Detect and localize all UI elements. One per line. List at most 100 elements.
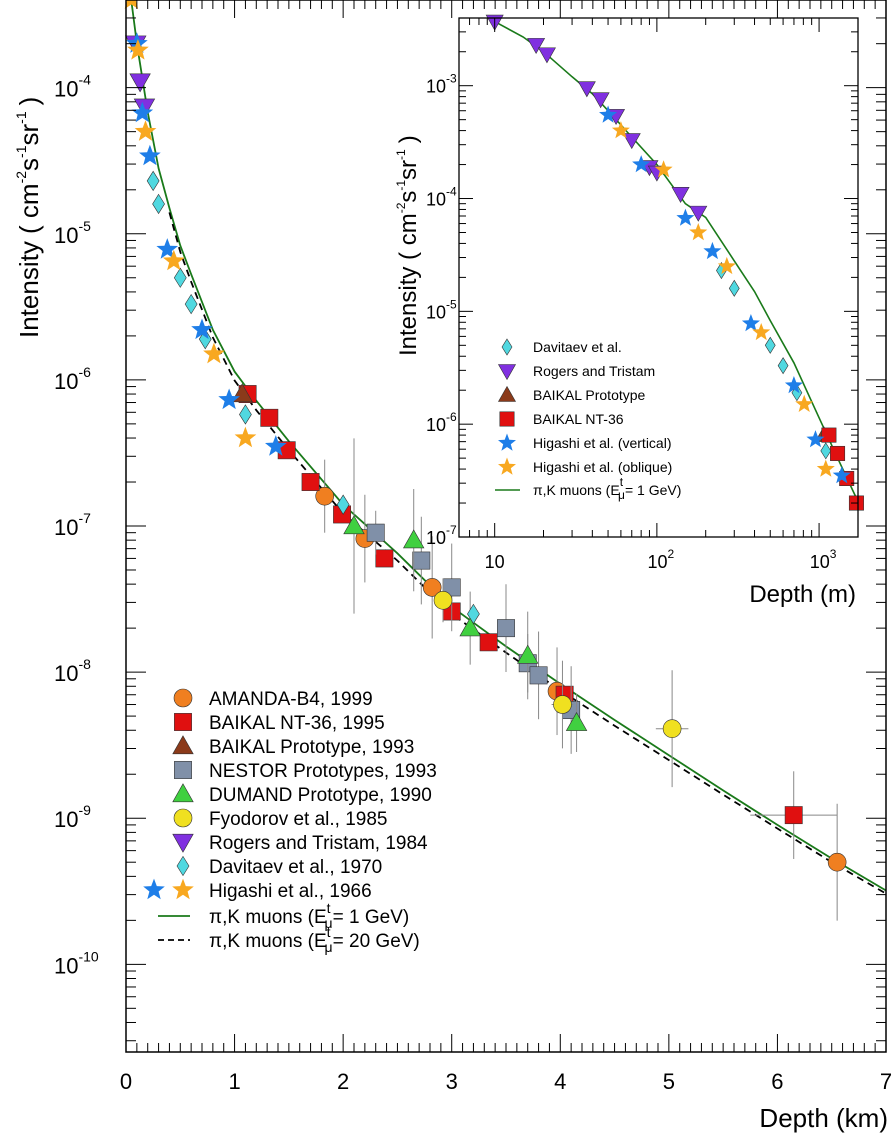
- main-y-label-sr: sr: [14, 124, 44, 146]
- point-dumand-prototype-1990: [459, 617, 481, 637]
- inset-point-higashi-et-al-vertical: [676, 208, 695, 226]
- inset-point-rogers-and-tristam: [671, 187, 690, 203]
- main-y-tick-label: 10-5: [54, 218, 91, 248]
- point-davitaev-et-al-1970: [239, 404, 252, 425]
- inset-legend-marker-higashi-et-al-vertical: [498, 433, 516, 451]
- main-y-label-s: s: [14, 158, 44, 171]
- main-x-tick-labels: 0 1 2 3 4 5 6 7: [120, 1069, 892, 1094]
- main-y-tick-base: 10: [54, 223, 78, 248]
- point-baikal-nt-36-1995: [479, 633, 498, 652]
- inset-point-higashi-et-al-vertical: [703, 241, 722, 260]
- inset-legend-marker-baikal-prototype: [497, 385, 517, 402]
- point-amanda-b4-1999: [315, 486, 334, 506]
- main-points: [124, 0, 847, 921]
- point-higashi-et-al-1966-oblique: [127, 39, 149, 60]
- inset-point-rogers-and-tristam: [577, 81, 596, 98]
- legend-marker-fyodorov-et-al-1985: [173, 808, 193, 828]
- legend-label-baikal-nt-36-1995: BAIKAL NT-36, 1995: [209, 713, 385, 734]
- point-higashi-et-al-1966: [265, 435, 287, 456]
- inset-y-tick-labels: 10-710-610-510-410-3: [426, 72, 457, 548]
- main-y-label-exp1: -2: [13, 171, 29, 184]
- point-davitaev-et-al-1970: [146, 170, 160, 192]
- point-higashi-et-al-1966-oblique: [124, 0, 139, 9]
- inset-point-baikal-nt-36: [830, 445, 846, 461]
- inset-y-label-exp3: -1: [394, 149, 408, 160]
- main-x-tick-label: 4: [554, 1069, 566, 1094]
- main-y-tick-exp: -7: [78, 510, 91, 526]
- inset-x-tick-base: 10: [485, 552, 505, 572]
- inset-point-higashi-et-al-vertical: [741, 314, 760, 332]
- main-y-tick-exp: -8: [78, 656, 91, 672]
- main-curve-solid: [130, 1, 887, 892]
- inset-y-tick-label: 10-7: [426, 523, 457, 548]
- legend-label-rogers-and-tristam-1984: Rogers and Tristam, 1984: [209, 833, 428, 854]
- inset-point-higashi-et-al-oblique: [654, 160, 673, 178]
- legend-curve-sup: t: [327, 900, 331, 916]
- inset-legend-label-rogers-and-tristam: Rogers and Tristam: [533, 363, 655, 379]
- inset-legend-label-higashi-et-al-vertical: Higashi et al. (vertical): [533, 435, 672, 451]
- main-x-tick-label: 3: [446, 1069, 458, 1094]
- legend-label-nestor-prototypes-1993: NESTOR Prototypes, 1993: [209, 761, 437, 782]
- main-x-tick-label: 0: [120, 1069, 132, 1094]
- point-nestor-prototypes-1993: [529, 666, 548, 685]
- main-x-tick-label: 5: [663, 1069, 675, 1094]
- inset-y-tick-base: 10: [426, 77, 446, 97]
- legend-label-curve-dashed: π,K muons (Et μ= 20 GeV): [209, 924, 420, 955]
- legend-marker-nestor-prototypes-1993: [174, 761, 192, 779]
- point-baikal-nt-36-1995: [784, 806, 803, 825]
- inset-y-label-text: Intensity ( cm: [395, 213, 422, 356]
- legend-label-higashi-et-al-1966: Higashi et al., 1966: [209, 881, 372, 902]
- legend-label-fyodorov-et-al-1985: Fyodorov et al., 1985: [209, 809, 388, 830]
- point-fyodorov-et-al-1985: [662, 719, 682, 738]
- inset-legend-label-higashi-et-al-oblique: Higashi et al. (oblique): [533, 459, 672, 475]
- inset-y-tick-exp: -4: [446, 185, 457, 199]
- point-higashi-et-al-1966: [131, 101, 154, 123]
- legend-marker-rogers-and-tristam-1984: [172, 833, 194, 853]
- main-y-tick-base: 10: [54, 661, 78, 686]
- inset-x-tick-exp: 3: [830, 547, 837, 561]
- inset-point-higashi-et-al-oblique: [689, 223, 708, 241]
- main-y-tick-base: 10: [54, 515, 78, 540]
- point-nestor-prototypes-1993: [412, 551, 431, 570]
- inset-point-higashi-et-al-vertical: [632, 155, 651, 173]
- main-y-tick-base: 10: [54, 953, 78, 978]
- main-y-tick-label: 10-9: [54, 802, 91, 832]
- inset-x-tick-label: 103: [810, 547, 837, 572]
- inset-point-rogers-and-tristam: [591, 92, 610, 109]
- inset-x-tick-base: 10: [648, 552, 668, 572]
- legend-marker-amanda-b4-1999: [173, 688, 193, 708]
- main-x-tick-label: 2: [337, 1069, 349, 1094]
- main-x-axis-label: Depth (km): [759, 1103, 888, 1133]
- point-davitaev-et-al-1970: [198, 328, 212, 350]
- main-y-tick-base: 10: [54, 369, 78, 394]
- main-y-label-exp2: -1: [13, 145, 29, 158]
- main-y-tick-label: 10-7: [54, 510, 91, 540]
- inset-x-tick-label: 102: [648, 547, 675, 572]
- point-nestor-prototypes-1993: [497, 619, 515, 638]
- inset-point-rogers-and-tristam: [689, 205, 708, 222]
- main-y-label-exp3: -1: [13, 111, 29, 124]
- main-x-tick-label: 7: [880, 1069, 892, 1094]
- point-higashi-et-al-1966-oblique: [134, 120, 157, 141]
- legend-curve-tail: = 1 GeV): [333, 907, 410, 928]
- point-higashi-et-al-1966: [218, 388, 240, 410]
- inset-x-tick-base: 10: [810, 552, 830, 572]
- legend-marker-baikal-nt-36-1995: [174, 713, 192, 731]
- point-dumand-prototype-1990: [565, 711, 588, 731]
- inset-legend-marker-davitaev-et-al: [501, 338, 513, 356]
- legend-label-baikal-prototype-1993: BAIKAL Prototype, 1993: [209, 737, 414, 758]
- point-baikal-nt-36-1995: [375, 549, 394, 568]
- inset-point-baikal-nt-36: [821, 427, 837, 443]
- inset-y-tick-label: 10-6: [426, 410, 457, 435]
- inset-point-higashi-et-al-oblique: [795, 394, 814, 412]
- inset-legend-marker-baikal-nt-36: [499, 411, 515, 427]
- point-davitaev-et-al-1970: [467, 603, 480, 625]
- point-higashi-et-al-1966-oblique: [234, 426, 257, 448]
- main-y-tick-label: 10-4: [54, 72, 91, 102]
- inset-plot: 10 102 103 10-710-610-510-410-3 Depth (m) …: [394, 14, 864, 608]
- main-y-tick-exp: -4: [78, 72, 91, 88]
- point-davitaev-et-al-1970: [336, 494, 350, 515]
- main-y-tick-base: 10: [54, 807, 78, 832]
- point-rogers-and-tristam-1984: [129, 73, 151, 93]
